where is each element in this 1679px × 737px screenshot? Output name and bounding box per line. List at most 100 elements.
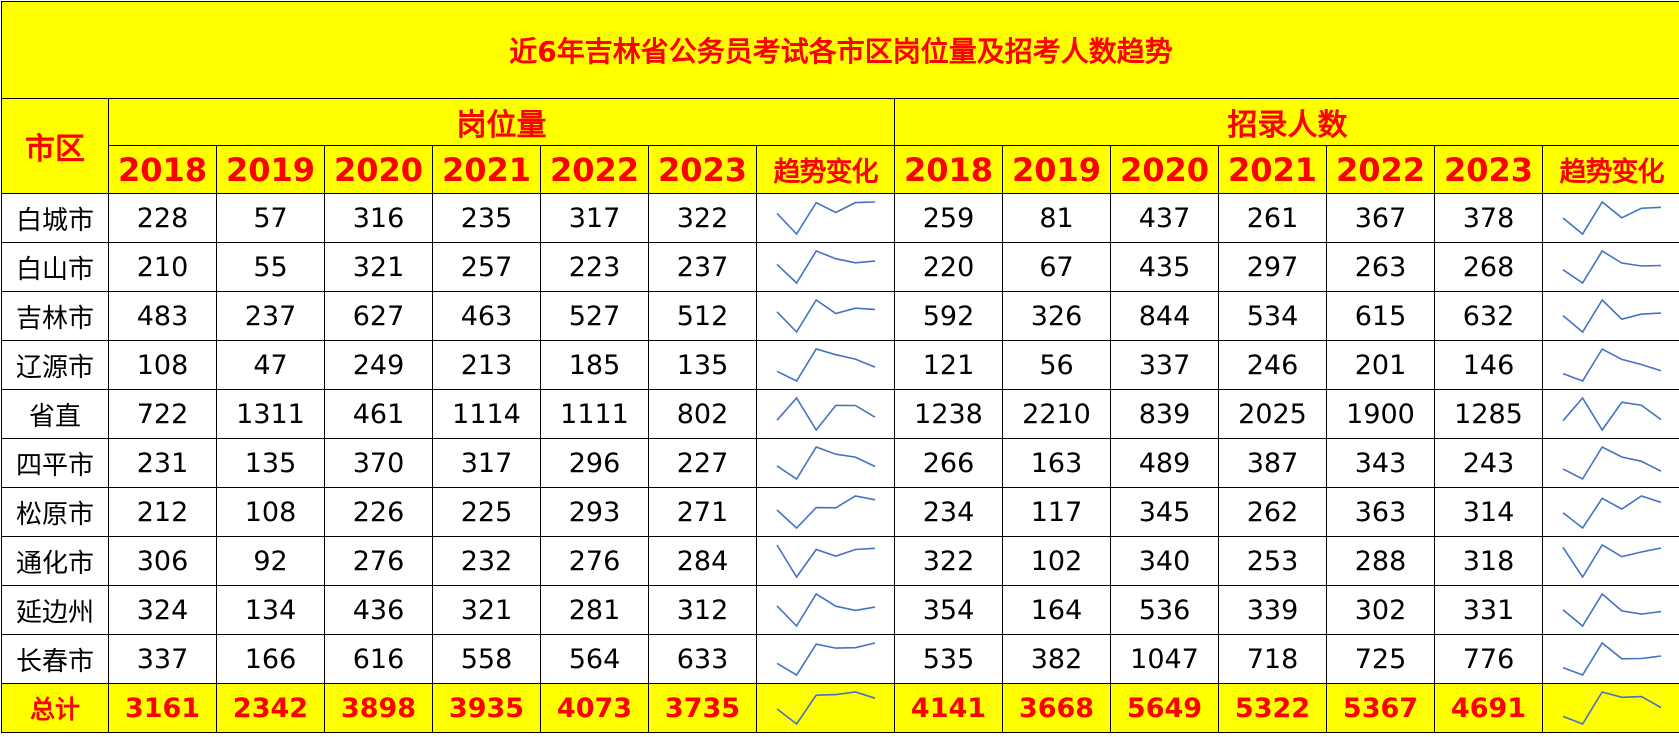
positions-cell-2019: 55 — [217, 243, 325, 292]
recruits-cell-2019: 2210 — [1003, 390, 1111, 439]
city-cell: 延边州 — [2, 586, 109, 635]
recruits-cell-2021: 246 — [1219, 341, 1327, 390]
positions-sparkline — [774, 444, 878, 482]
recruits-cell-2021: 253 — [1219, 537, 1327, 586]
recruits-cell-2023: 1285 — [1435, 390, 1543, 439]
positions-cell-2020: 436 — [325, 586, 433, 635]
positions-group-header: 岗位量 — [109, 99, 895, 146]
positions-cell-2023: 3735 — [649, 684, 757, 733]
positions-cell-2018: 337 — [109, 635, 217, 684]
recruits-sparkline — [1560, 493, 1664, 531]
recruits-trend-cell — [1543, 586, 1679, 635]
positions-sparkline — [774, 395, 878, 433]
recruits-cell-2018: 121 — [895, 341, 1003, 390]
recruits-cell-2022: 367 — [1327, 194, 1435, 243]
positions-trend-cell — [757, 439, 895, 488]
recruits-trend-cell — [1543, 488, 1679, 537]
positions-sparkline — [774, 493, 878, 531]
recruits-sparkline-line — [1563, 643, 1661, 675]
recruits-trend-cell — [1543, 243, 1679, 292]
recruits-year-header-2018: 2018 — [895, 146, 1003, 194]
positions-cell-2018: 483 — [109, 292, 217, 341]
recruits-cell-2020: 437 — [1111, 194, 1219, 243]
recruits-sparkline-line — [1563, 692, 1661, 724]
table-title: 近6年吉林省公务员考试各市区岗位量及招考人数趋势 — [2, 2, 1679, 99]
positions-cell-2022: 281 — [541, 586, 649, 635]
recruits-sparkline — [1560, 689, 1664, 727]
positions-sparkline — [774, 542, 878, 580]
positions-cell-2022: 527 — [541, 292, 649, 341]
recruits-cell-2022: 201 — [1327, 341, 1435, 390]
positions-cell-2020: 616 — [325, 635, 433, 684]
positions-cell-2023: 322 — [649, 194, 757, 243]
recruits-trend-cell — [1543, 684, 1679, 733]
positions-cell-2022: 317 — [541, 194, 649, 243]
positions-year-header-2023: 2023 — [649, 146, 757, 194]
city-cell: 四平市 — [2, 439, 109, 488]
recruits-sparkline — [1560, 346, 1664, 384]
city-cell: 吉林市 — [2, 292, 109, 341]
positions-cell-2019: 166 — [217, 635, 325, 684]
recruits-cell-2021: 387 — [1219, 439, 1327, 488]
positions-cell-2020: 627 — [325, 292, 433, 341]
positions-sparkline — [774, 689, 878, 727]
recruits-cell-2018: 535 — [895, 635, 1003, 684]
recruits-cell-2021: 339 — [1219, 586, 1327, 635]
positions-cell-2018: 306 — [109, 537, 217, 586]
recruits-cell-2022: 288 — [1327, 537, 1435, 586]
recruits-cell-2023: 331 — [1435, 586, 1543, 635]
positions-cell-2020: 321 — [325, 243, 433, 292]
positions-cell-2023: 633 — [649, 635, 757, 684]
recruits-year-header-2021: 2021 — [1219, 146, 1327, 194]
recruits-sparkline — [1560, 591, 1664, 629]
positions-cell-2019: 1311 — [217, 390, 325, 439]
positions-cell-2021: 463 — [433, 292, 541, 341]
positions-trend-cell — [757, 635, 895, 684]
recruits-cell-2018: 1238 — [895, 390, 1003, 439]
recruits-cell-2018: 4141 — [895, 684, 1003, 733]
recruits-cell-2022: 363 — [1327, 488, 1435, 537]
positions-cell-2018: 212 — [109, 488, 217, 537]
positions-trend-cell — [757, 684, 895, 733]
positions-cell-2020: 249 — [325, 341, 433, 390]
positions-cell-2020: 370 — [325, 439, 433, 488]
positions-sparkline — [774, 297, 878, 335]
recruits-cell-2020: 489 — [1111, 439, 1219, 488]
recruits-sparkline-line — [1563, 202, 1661, 234]
positions-sparkline-line — [777, 496, 875, 528]
recruits-cell-2019: 164 — [1003, 586, 1111, 635]
recruits-cell-2019: 117 — [1003, 488, 1111, 537]
recruits-year-header-2019: 2019 — [1003, 146, 1111, 194]
positions-trend-cell — [757, 194, 895, 243]
positions-cell-2021: 225 — [433, 488, 541, 537]
positions-sparkline-line — [777, 398, 875, 430]
city-cell: 白城市 — [2, 194, 109, 243]
recruits-cell-2019: 102 — [1003, 537, 1111, 586]
positions-trend-cell — [757, 292, 895, 341]
positions-year-header-2019: 2019 — [217, 146, 325, 194]
recruits-cell-2021: 2025 — [1219, 390, 1327, 439]
recruits-trend-cell — [1543, 537, 1679, 586]
recruits-sparkline-line — [1563, 496, 1661, 528]
positions-cell-2019: 57 — [217, 194, 325, 243]
positions-cell-2023: 271 — [649, 488, 757, 537]
recruits-sparkline — [1560, 297, 1664, 335]
recruits-cell-2019: 3668 — [1003, 684, 1111, 733]
positions-cell-2023: 135 — [649, 341, 757, 390]
positions-trend-cell — [757, 537, 895, 586]
positions-sparkline — [774, 199, 878, 237]
positions-cell-2019: 2342 — [217, 684, 325, 733]
positions-sparkline-line — [777, 447, 875, 479]
positions-cell-2019: 47 — [217, 341, 325, 390]
positions-year-header-2018: 2018 — [109, 146, 217, 194]
recruits-trend-header: 趋势变化 — [1543, 146, 1679, 194]
recruits-cell-2018: 322 — [895, 537, 1003, 586]
recruits-trend-cell — [1543, 635, 1679, 684]
positions-cell-2018: 228 — [109, 194, 217, 243]
